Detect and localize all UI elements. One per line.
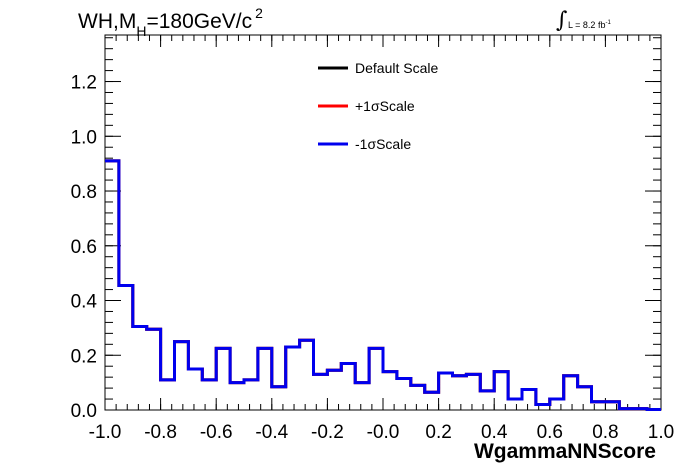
x-tick-label: 0.4: [481, 422, 508, 443]
legend-label: +1σScale: [355, 98, 415, 114]
x-tick-label: 0.2: [425, 422, 451, 443]
x-tick-label: -0.6: [200, 422, 233, 443]
y-tick-label: 0.2: [71, 346, 97, 367]
histogram-series: [105, 159, 661, 411]
x-tick-label: -0.2: [311, 422, 344, 443]
legend-label: -1σScale: [355, 136, 411, 152]
y-tick-label: 0.4: [71, 292, 98, 313]
y-tick-label: 1.2: [71, 73, 97, 94]
title-main: WH,M: [78, 10, 137, 33]
axis-tick-labels: -1.0 -0.8 -0.6 -0.4 -0.2 -0.0 0.2 0.4 0.6 0.8 1.0 0…: [71, 73, 675, 443]
x-axis-label: WgammaNNScore: [473, 440, 656, 463]
x-tick-label: 0.8: [592, 422, 618, 443]
y-tick-label: 0.0: [71, 401, 97, 422]
y-tick-label: 0.6: [71, 237, 97, 258]
integral-symbol: ∫: [556, 8, 568, 33]
legend-label: Default Scale: [355, 60, 438, 76]
x-tick-label: -0.0: [367, 422, 400, 443]
luminosity-superscript: -1: [605, 20, 611, 26]
luminosity-text: L = 8.2 fb: [568, 20, 606, 30]
x-tick-label: -0.4: [255, 422, 288, 443]
y-tick-label: 0.8: [71, 182, 97, 203]
title-rest: =180GeV/c: [146, 10, 253, 33]
legend: Default Scale +1σScale -1σScale: [318, 60, 438, 152]
y-tick-label: 1.0: [71, 127, 97, 148]
x-tick-label: -1.0: [89, 422, 122, 443]
title-subscript: H: [136, 23, 147, 39]
series-line-2: [105, 159, 661, 411]
x-tick-label: -0.8: [144, 422, 177, 443]
title-superscript: 2: [255, 5, 263, 21]
x-tick-label: 0.6: [537, 422, 563, 443]
chart-title: WH,MH=180GeV/c 2: [78, 5, 263, 39]
x-tick-label: 1.0: [648, 422, 674, 443]
